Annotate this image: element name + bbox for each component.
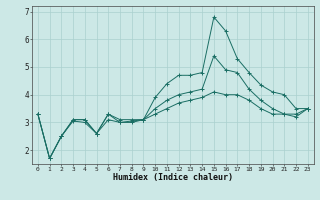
- X-axis label: Humidex (Indice chaleur): Humidex (Indice chaleur): [113, 173, 233, 182]
